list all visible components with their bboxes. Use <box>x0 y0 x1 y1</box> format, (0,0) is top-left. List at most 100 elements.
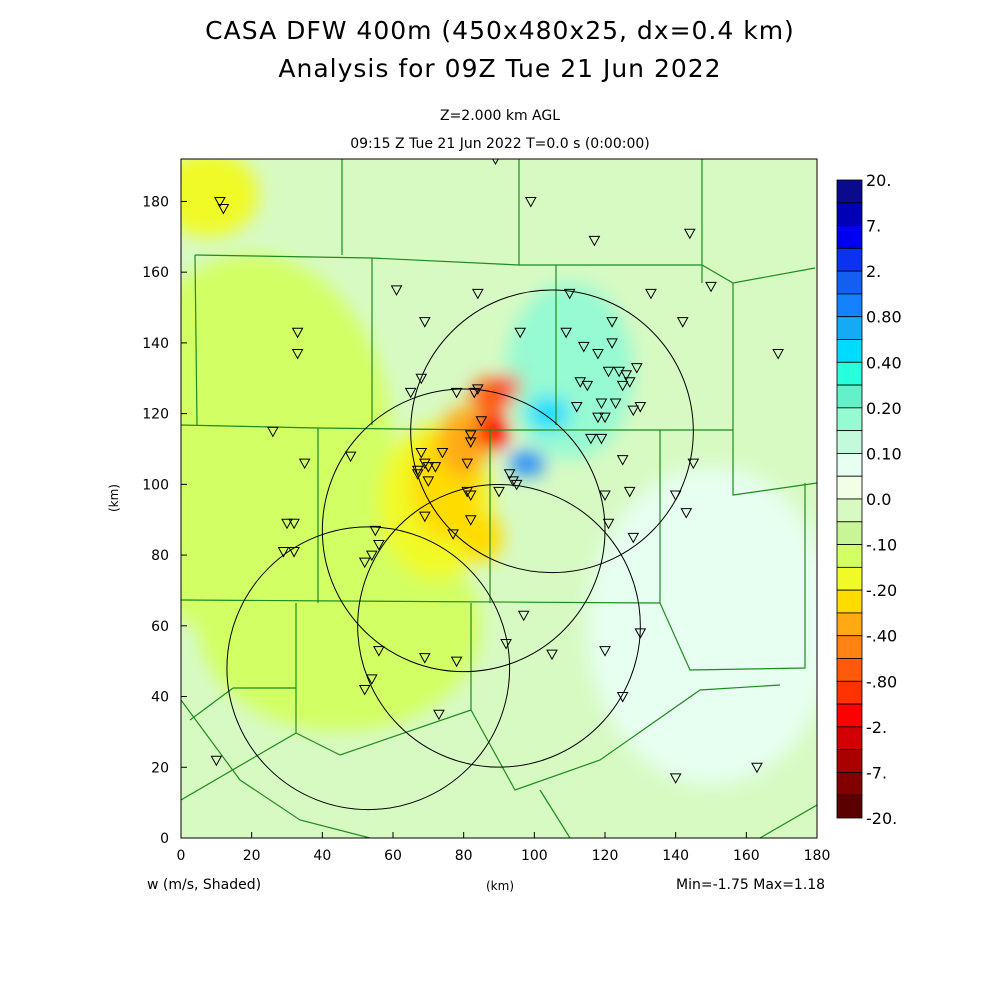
station-marker <box>517 610 530 622</box>
station-marker <box>595 433 608 445</box>
colorbar-label: -20. <box>866 809 897 828</box>
field-blob <box>198 519 482 732</box>
station-marker <box>450 387 463 399</box>
station-marker <box>616 455 629 466</box>
plot-frame <box>180 158 818 839</box>
station-marker <box>634 628 647 639</box>
level-label: Z=2.000 km AGL <box>439 108 561 124</box>
colorbar-label: -.20 <box>866 581 897 600</box>
radar-range-ring <box>357 483 641 768</box>
colorbar-swatch <box>836 453 863 477</box>
colorbar-swatch <box>836 247 863 272</box>
colorbar-swatch <box>836 772 863 796</box>
valid-time-label: 09:15 Z Tue 21 Jun 2022 T=0.0 s (0:00:00… <box>350 136 650 152</box>
station-marker <box>418 511 431 523</box>
station-marker <box>577 341 590 353</box>
station-marker <box>772 349 784 360</box>
field-blob <box>527 395 570 432</box>
station-marker <box>365 674 378 685</box>
colorbar-swatch <box>836 498 863 523</box>
colorbar-swatch <box>836 544 863 568</box>
station-marker <box>288 518 300 530</box>
field-label: w (m/s, Shaded) <box>147 877 262 893</box>
colorbar-swatch <box>836 635 863 659</box>
station-marker <box>620 370 633 381</box>
station-marker <box>669 490 682 501</box>
field-blob <box>509 450 545 476</box>
y-tick-label: 20 <box>151 760 169 776</box>
station-marker <box>500 638 512 650</box>
x-tick-label: 80 <box>455 848 473 864</box>
field-blob <box>460 512 503 563</box>
colorbar-swatch <box>836 589 863 614</box>
station-marker <box>390 285 403 296</box>
station-marker <box>291 349 304 360</box>
field-blob <box>474 413 510 449</box>
colorbar-label: -7. <box>866 763 887 782</box>
colorbar-swatch <box>836 658 863 682</box>
station-marker <box>634 402 647 413</box>
station-marker <box>602 366 615 378</box>
colorbar-label: 20. <box>866 171 891 190</box>
y-tick-label: 60 <box>151 619 169 635</box>
station-marker <box>464 437 477 448</box>
station-marker <box>560 327 572 339</box>
field-blob <box>499 374 521 396</box>
station-marker <box>563 288 576 300</box>
station-marker <box>592 349 604 360</box>
colorbar-label: 0.10 <box>866 444 902 463</box>
station-marker <box>592 412 604 424</box>
station-marker <box>599 412 611 424</box>
station-marker <box>210 755 223 767</box>
station-marker <box>418 458 431 470</box>
station-marker <box>627 532 640 544</box>
station-marker <box>436 448 449 459</box>
station-marker <box>450 656 463 668</box>
station-marker <box>418 653 431 664</box>
x-tick-label: 40 <box>313 848 331 864</box>
colorbar-swatch <box>836 179 863 204</box>
colorbar-swatch <box>836 566 863 591</box>
x-tick-label: 120 <box>592 848 619 864</box>
station-marker <box>429 462 442 473</box>
station-marker <box>217 204 230 215</box>
x-tick-label: 140 <box>662 848 689 864</box>
colorbar-label: -.10 <box>866 536 897 555</box>
station-marker <box>415 448 428 459</box>
colorbar-swatch <box>836 726 863 751</box>
y-tick-label: 0 <box>160 831 169 847</box>
colorbar-swatch <box>836 430 863 454</box>
colorbar-label: 0.20 <box>866 399 902 418</box>
station-marker <box>461 458 474 470</box>
field-blob <box>506 282 634 460</box>
station-marker <box>471 384 484 395</box>
station-marker <box>546 649 558 661</box>
station-marker <box>609 398 622 410</box>
station-marker <box>433 709 445 721</box>
station-marker <box>514 327 527 339</box>
station-marker <box>503 469 516 480</box>
station-marker <box>464 515 477 526</box>
colorbar-swatch <box>836 225 863 249</box>
colorbar-label: 0.40 <box>866 353 902 372</box>
colorbar-swatch <box>836 316 863 340</box>
station-marker <box>606 338 618 349</box>
colorbar-swatch <box>836 293 863 318</box>
station-marker <box>422 462 435 473</box>
station-marker <box>214 196 226 208</box>
station-marker <box>570 402 583 413</box>
colorbar-swatch <box>836 202 863 226</box>
station-marker <box>288 547 300 558</box>
station-marker <box>676 317 689 328</box>
colorbar-swatch <box>836 270 863 295</box>
colorbar-label: 2. <box>866 262 881 281</box>
colorbar-swatch <box>836 475 863 500</box>
colorbar-swatch <box>836 749 863 773</box>
colorbar-label: 0.80 <box>866 308 902 327</box>
y-tick-label: 40 <box>151 690 169 706</box>
station-marker <box>418 317 431 328</box>
colorbar-label: -.40 <box>866 627 897 646</box>
station-marker <box>680 508 693 519</box>
colorbar-swatch <box>836 384 863 409</box>
